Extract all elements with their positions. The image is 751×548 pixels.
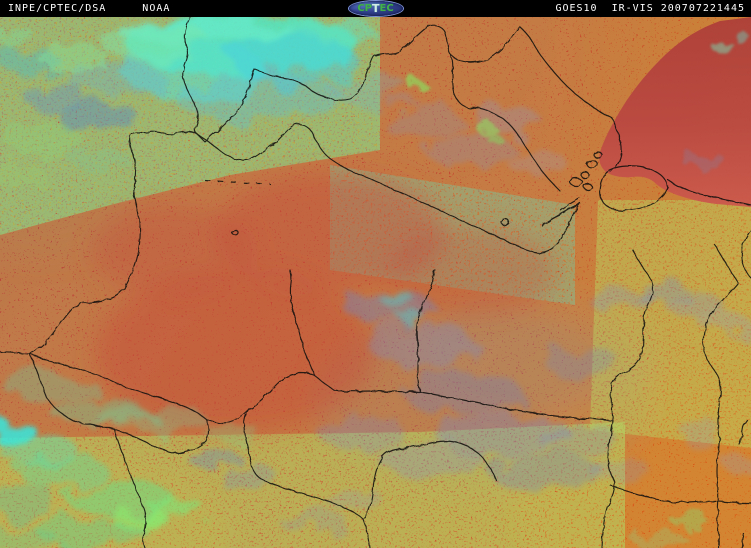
- clear-patches: [90, 172, 557, 432]
- logo-text-right: EC: [379, 2, 394, 14]
- logo-text-left: CP: [357, 2, 372, 14]
- border-amapa-west: [450, 54, 561, 192]
- cloud-layer-top: [0, 17, 570, 177]
- state-borders: [0, 17, 751, 548]
- border-tocantins-east: [702, 282, 739, 548]
- border-para-tocantins: [601, 249, 654, 548]
- small-lake: [231, 218, 510, 236]
- border-venezuela: [182, 17, 199, 135]
- border-para-mt: [313, 374, 614, 422]
- border-rondonia-east: [243, 409, 371, 548]
- cloud-layer-center: [317, 281, 751, 488]
- border-mt-west-vertical: [416, 269, 436, 393]
- cptec-logo: CP T EC: [348, 1, 403, 16]
- satellite-product-label: GOES10 IR-VIS 200707221445: [555, 3, 745, 14]
- border-tocantins-top: [714, 244, 739, 284]
- header-bar: INPE/CPTEC/DSA NOAA CP T EC GOES10 IR-VIS …: [0, 0, 751, 17]
- border-amazon-river: [196, 123, 581, 254]
- border-amapa-coast: [609, 117, 622, 173]
- border-madeira: [289, 269, 315, 376]
- marajo-island: [599, 165, 668, 211]
- satellite-image: [0, 17, 751, 548]
- marajo-islets: [569, 151, 603, 191]
- cloud-layer-south: [0, 375, 385, 548]
- coastline-east: [667, 179, 751, 206]
- border-mt-tocantins-horizontal: [610, 485, 751, 504]
- cloud-layer-specks: [0, 25, 751, 548]
- border-guyana-rim: [196, 24, 613, 143]
- border-rondonia-branch: [362, 440, 497, 520]
- border-peru-west: [0, 351, 31, 355]
- border-bolivia: [113, 428, 147, 548]
- institution-label: INPE/CPTEC/DSA: [8, 3, 107, 14]
- edge-squiggles: [738, 229, 751, 548]
- agency-label: NOAA: [142, 3, 171, 14]
- border-amazonas-west: [29, 131, 198, 355]
- estuary-channels: [547, 197, 581, 223]
- logo-text-mid: T: [371, 2, 380, 15]
